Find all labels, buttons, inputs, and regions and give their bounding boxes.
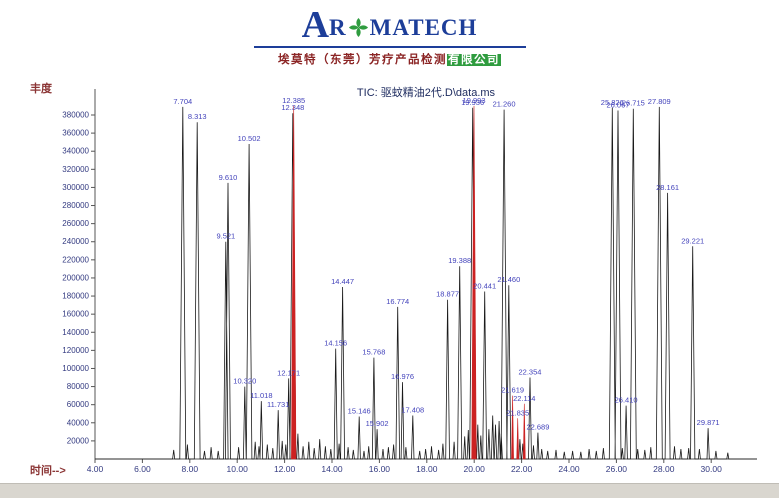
peak-label: 15.146 [348, 406, 371, 415]
peak-label: 26.410 [615, 396, 638, 405]
y-tick-label: 300000 [62, 183, 89, 192]
y-tick-label: 160000 [62, 310, 89, 319]
peak-label: 9.521 [216, 232, 235, 241]
peak-label: 21.619 [501, 386, 524, 395]
y-tick-label: 220000 [62, 255, 89, 264]
peak-label: 29.221 [681, 236, 704, 245]
peak-label: 22.354 [519, 368, 542, 377]
peak-label: 25.826 [601, 98, 624, 107]
peak-label: 26.067 [607, 100, 630, 109]
peak-label: 21.835 [506, 408, 529, 417]
logo-letter-a: A [301, 4, 330, 46]
x-tick-label: 22.00 [511, 464, 533, 474]
peak-label: 11.018 [250, 391, 272, 400]
peak-label: 16.774 [386, 297, 409, 306]
peak-label: 12.348 [281, 103, 304, 112]
x-tick-label: 26.00 [606, 464, 628, 474]
y-tick-label: 120000 [62, 346, 89, 355]
x-tick-label: 20.00 [464, 464, 486, 474]
bottom-bar [0, 483, 779, 498]
company-name: 埃莫特（东莞）芳疗产品检测有限公司 [0, 51, 779, 67]
peak-label: 16.976 [391, 372, 414, 381]
peak-label: 21.460 [497, 275, 520, 284]
chromatogram-trace [95, 106, 757, 460]
y-tick-label: 40000 [67, 418, 90, 427]
peak-label: 21.260 [493, 100, 516, 109]
peak-label: 26.715 [622, 99, 645, 108]
peak-label: 8.313 [188, 112, 207, 121]
y-tick-label: 20000 [67, 436, 90, 445]
clover-cross-icon [348, 17, 369, 38]
highlighted-peak [291, 105, 297, 460]
logo-underline [253, 46, 526, 48]
y-tick-label: 140000 [62, 328, 89, 337]
report-header: AR MATECH 埃莫特（东莞）芳疗产品检测有限公司 [0, 6, 779, 67]
x-tick-label: 24.00 [558, 464, 580, 474]
x-tick-label: 30.00 [701, 464, 723, 474]
logo-matech: MATECH [369, 15, 478, 40]
x-tick-label: 10.00 [227, 464, 249, 474]
peak-label: 15.902 [366, 419, 389, 428]
y-tick-label: 200000 [62, 273, 89, 282]
chart-title: TIC: 驱蚊精油2代.D\data.ms [356, 87, 496, 99]
peak-label: 11.731 [267, 400, 289, 409]
peak-label: 20.441 [473, 282, 496, 291]
peak-label: 22.114 [513, 394, 535, 403]
x-tick-label: 14.00 [321, 464, 343, 474]
peak-label: 9.610 [219, 173, 238, 182]
peak-label: 27.809 [648, 97, 671, 106]
peak-label: 14.447 [331, 277, 354, 286]
logo-letter-r: R [329, 15, 347, 40]
peak-label: 10.502 [238, 134, 261, 143]
y-tick-label: 100000 [62, 364, 89, 373]
y-tick-label: 80000 [67, 382, 90, 391]
peak-label: 12.171 [277, 368, 300, 377]
y-tick-label: 380000 [62, 111, 89, 120]
x-tick-label: 16.00 [369, 464, 391, 474]
peak-label: 15.768 [362, 348, 385, 357]
highlighted-peak [522, 403, 526, 460]
y-axis-title: 丰度 [30, 83, 52, 95]
y-tick-label: 60000 [67, 400, 90, 409]
highlighted-peak [516, 418, 520, 460]
y-tick-label: 240000 [62, 237, 89, 246]
x-tick-label: 4.00 [87, 464, 104, 474]
y-tick-label: 320000 [62, 165, 89, 174]
company-name-main: 埃莫特（东莞）芳疗产品检测 [278, 54, 447, 66]
peak-label: 29.871 [697, 418, 720, 427]
aromatech-logo: AR MATECH [0, 6, 779, 44]
y-tick-label: 260000 [62, 219, 89, 228]
x-axis-title: 时间--> [30, 465, 66, 477]
peak-label: 19.993 [463, 96, 486, 105]
peak-label: 7.704 [173, 97, 192, 106]
y-tick-label: 360000 [62, 129, 89, 138]
y-tick-label: 280000 [62, 201, 89, 210]
peak-label: 18.877 [436, 290, 459, 299]
x-tick-label: 12.00 [274, 464, 296, 474]
y-tick-label: 340000 [62, 147, 89, 156]
peak-label: 22.689 [526, 423, 549, 432]
highlighted-peak [511, 395, 514, 460]
company-name-highlight: 有限公司 [447, 54, 501, 66]
peak-label: 10.320 [233, 377, 256, 386]
peak-label: 17.408 [401, 406, 424, 415]
peak-label: 28.161 [656, 183, 679, 192]
x-tick-label: 6.00 [134, 464, 151, 474]
peak-label: 19.388 [448, 256, 471, 265]
x-tick-label: 8.00 [182, 464, 199, 474]
peak-label: 19.936 [461, 98, 484, 107]
peak-label: 12.385 [282, 96, 305, 105]
highlighted-peak [471, 105, 477, 460]
x-tick-label: 18.00 [416, 464, 438, 474]
y-tick-label: 180000 [62, 292, 89, 301]
x-tick-label: 28.00 [653, 464, 675, 474]
peak-label: 14.156 [324, 339, 347, 348]
